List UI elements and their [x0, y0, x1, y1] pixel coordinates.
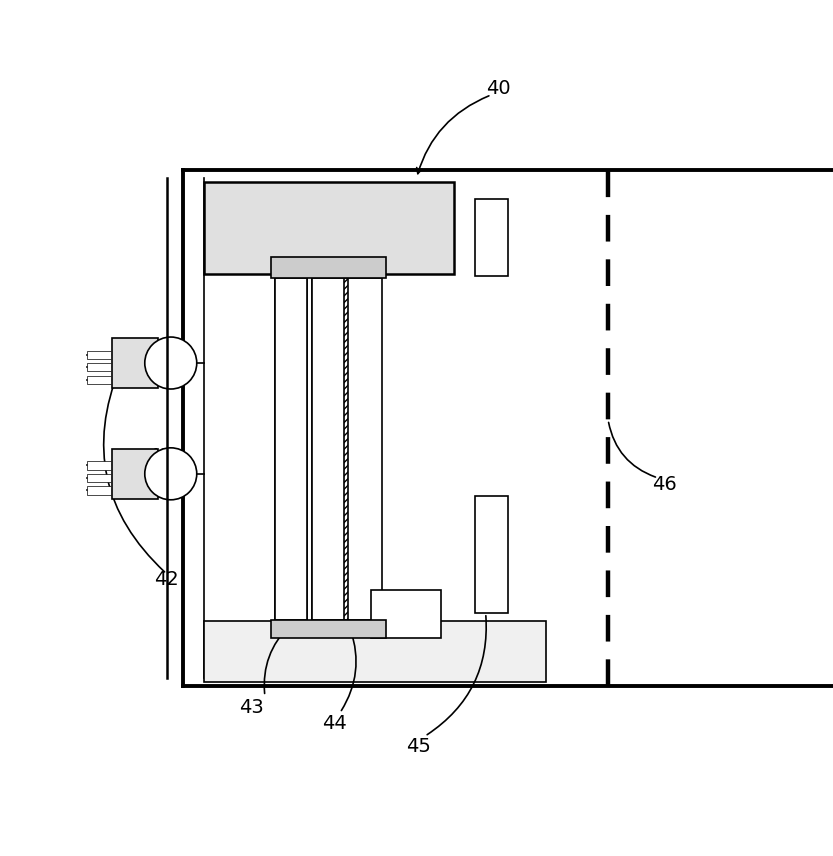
Bar: [271, 258, 386, 278]
Bar: [371, 591, 441, 638]
Bar: [112, 338, 158, 388]
Text: 46: 46: [652, 475, 677, 494]
Bar: [204, 182, 454, 274]
Bar: [204, 621, 546, 682]
Bar: [87, 376, 111, 383]
Circle shape: [145, 337, 197, 389]
Bar: [87, 474, 111, 482]
Text: 43: 43: [239, 698, 264, 716]
Bar: [475, 199, 508, 276]
Bar: [87, 486, 111, 495]
Bar: [312, 278, 379, 620]
Bar: [112, 449, 158, 499]
Text: 40: 40: [486, 79, 511, 98]
Text: 45: 45: [407, 737, 431, 756]
Bar: [312, 278, 344, 620]
Text: 42: 42: [154, 570, 179, 589]
Bar: [87, 461, 111, 470]
Text: 44: 44: [322, 714, 347, 734]
Bar: [271, 620, 386, 638]
Bar: [87, 350, 111, 359]
Text: 41: 41: [147, 447, 172, 466]
Bar: [348, 278, 382, 620]
Circle shape: [145, 448, 197, 500]
Bar: [275, 278, 307, 620]
Bar: [87, 363, 111, 372]
Bar: [275, 278, 307, 620]
Bar: [475, 496, 508, 613]
